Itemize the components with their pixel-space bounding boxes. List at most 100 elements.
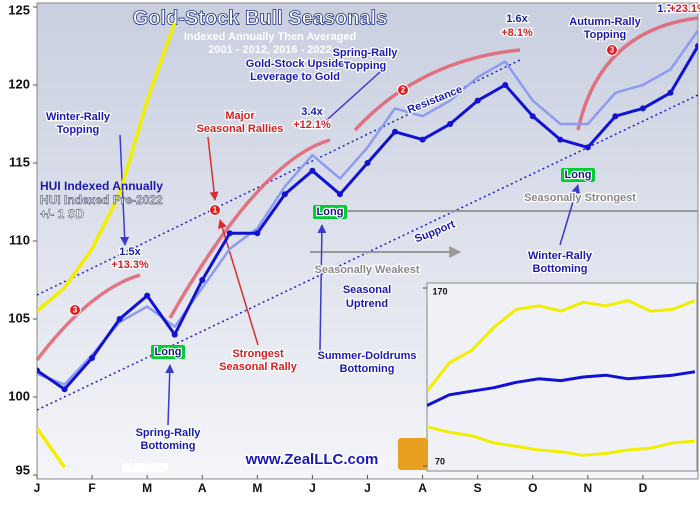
marker-badge <box>209 204 221 216</box>
x-tick-label: D <box>639 481 648 495</box>
point <box>639 105 646 112</box>
decorations <box>35 16 699 426</box>
annotation: Topping <box>57 124 100 136</box>
point <box>116 316 123 322</box>
plot <box>37 22 698 469</box>
marker-badge <box>69 304 81 316</box>
arrow <box>317 71 381 129</box>
marker-label: 2 <box>401 86 406 95</box>
annotation: Major <box>225 110 255 122</box>
annotation: www.ZealLLC.com <box>245 451 379 468</box>
annotation: Winter-Rally <box>528 250 593 262</box>
rally-arc <box>576 16 699 131</box>
annotation: Leverage to Gold <box>250 71 340 83</box>
x-tick-label: M <box>252 481 262 495</box>
point <box>695 43 698 49</box>
plot <box>427 299 695 457</box>
rally-arc <box>35 273 141 362</box>
x-tick-label: F <box>88 481 95 495</box>
subtitle: 2001 - 2012, 2016 - 2022 <box>208 44 332 56</box>
point <box>89 355 96 361</box>
subtitle: Indexed Annually Then Averaged <box>184 31 356 43</box>
arrow <box>165 364 175 426</box>
annotation: Topping <box>344 60 387 72</box>
annotation: Topping <box>584 29 627 41</box>
x-tick-label: O <box>528 481 537 495</box>
point <box>37 367 40 374</box>
annotation: Bottoming <box>340 363 395 375</box>
arrow <box>559 184 580 246</box>
annotation: Seasonal Rallies <box>197 123 284 135</box>
annotation: Seasonally Weakest <box>315 264 420 276</box>
annotation: +23.1% <box>669 3 700 15</box>
point <box>61 386 68 393</box>
annotation: Seasonally Strongest <box>524 192 636 204</box>
point <box>171 331 178 338</box>
y-tick-label: 95 <box>16 462 30 477</box>
y-tick-label: 110 <box>9 232 30 247</box>
annotation: Strongest <box>232 348 284 360</box>
annotation: Long <box>565 169 592 181</box>
series-line <box>37 22 177 313</box>
legend-entry: HUI Indexed Pre-2022 <box>40 193 163 207</box>
arrow <box>207 136 219 201</box>
y-tick-label: 170 <box>432 286 447 296</box>
annotation: 11.22.2023 <box>123 462 168 472</box>
marker-label: 3 <box>73 306 78 315</box>
annotation: Winter-Rally <box>46 111 111 123</box>
series-line <box>427 299 695 393</box>
point <box>144 292 151 299</box>
annotation: 1.5x <box>119 246 141 258</box>
marker-label: 3 <box>610 46 615 55</box>
y-tick-label: 100 <box>8 388 30 403</box>
point <box>281 191 288 198</box>
x-tick-label: S <box>474 481 482 495</box>
arrow <box>317 224 327 351</box>
series-line <box>37 29 698 386</box>
point <box>364 160 371 166</box>
x-tick-label: J <box>34 481 41 495</box>
x-tick-label: M <box>142 481 152 495</box>
annotation: Spring-Rally <box>333 47 399 59</box>
point <box>419 136 426 143</box>
annotation: Bottoming <box>533 263 588 275</box>
point <box>584 144 591 151</box>
x-tick-label: J <box>364 481 371 495</box>
badge <box>151 345 185 359</box>
point <box>309 167 316 174</box>
rally-arc <box>168 138 331 319</box>
badge <box>561 168 595 182</box>
y-tick-label: 120 <box>8 76 30 91</box>
point <box>336 191 343 198</box>
annotation: +12.1% <box>293 119 331 131</box>
annotation: +8.1% <box>501 27 533 39</box>
point <box>474 97 481 104</box>
legend-entry: HUI Indexed Annually <box>40 179 163 193</box>
annotation: 1.6x <box>506 13 528 25</box>
series-line <box>37 427 66 469</box>
point <box>254 230 261 237</box>
annotation: 3.4x <box>301 106 323 118</box>
x-tick-label: N <box>583 481 592 495</box>
annotation: Bottoming <box>141 440 196 452</box>
x-tick-label: A <box>198 481 207 495</box>
point <box>502 82 509 88</box>
series-line <box>427 425 695 457</box>
x-tick-label: A <box>418 481 427 495</box>
annotation: Gold-Stock Upside <box>246 58 344 70</box>
chart-title: Gold-Stock Bull Seasonals <box>133 7 388 29</box>
marker-badge <box>606 44 618 56</box>
point <box>557 136 564 143</box>
annotation: Long <box>155 346 182 358</box>
y-tick-label: 115 <box>9 154 30 169</box>
marker-badge <box>397 84 409 96</box>
annotation: Seasonal Rally <box>219 361 298 373</box>
logo <box>398 438 428 470</box>
y-tick-label: 105 <box>8 310 30 325</box>
point <box>447 121 454 127</box>
annotation: Spring-Rally <box>136 427 202 439</box>
point <box>199 277 206 283</box>
point <box>612 113 619 120</box>
